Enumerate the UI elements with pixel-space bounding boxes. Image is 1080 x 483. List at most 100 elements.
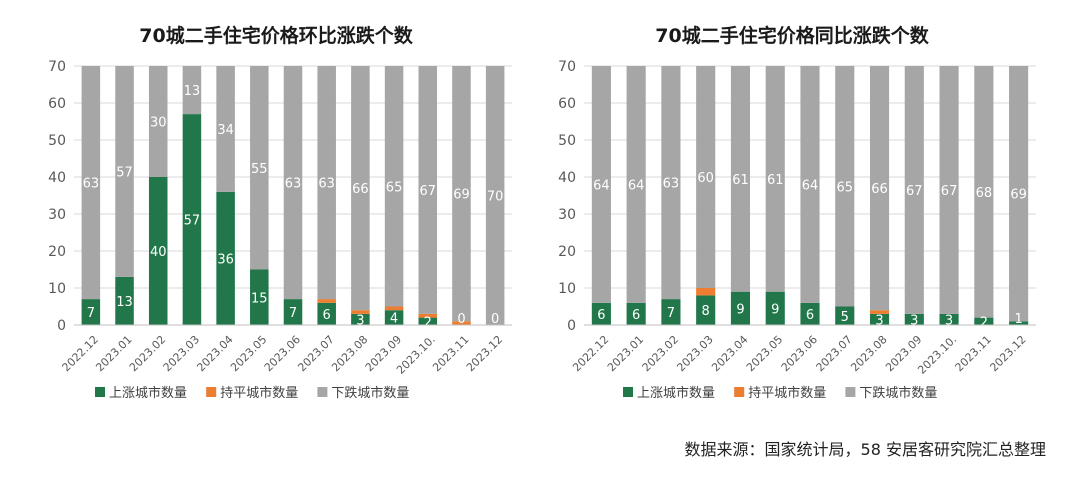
data-label-up: 0	[457, 312, 465, 327]
data-label-down: 69	[453, 188, 470, 203]
x-tick-label: 2023.07	[814, 333, 855, 374]
data-label-down: 68	[976, 186, 993, 201]
bar-down	[591, 66, 611, 303]
data-label-down: 66	[352, 182, 369, 197]
bar-down	[115, 66, 134, 277]
data-label-up: 9	[736, 302, 744, 317]
bar-up	[418, 317, 438, 325]
data-label-down: 69	[1010, 188, 1027, 203]
bar-down	[869, 66, 890, 311]
legend-swatch	[623, 387, 633, 397]
y-tick-label: 10	[558, 281, 576, 297]
bar-flat	[317, 299, 336, 303]
data-label-up: 3	[945, 313, 953, 328]
data-label-down: 60	[697, 171, 714, 186]
y-tick-label: 50	[558, 133, 576, 149]
data-label-up: 7	[289, 306, 297, 321]
data-label-up: 9	[771, 302, 779, 317]
y-tick-label: 30	[48, 207, 66, 223]
data-label-down: 67	[419, 184, 436, 199]
bar-down	[384, 66, 404, 307]
bar-up	[800, 302, 820, 325]
bar-down	[418, 66, 438, 314]
bar-up	[591, 302, 611, 325]
bar-flat	[696, 288, 716, 296]
bar-up	[904, 313, 924, 325]
y-tick-label: 60	[558, 96, 576, 112]
x-tick-label: 2023.04	[709, 333, 750, 374]
data-label-up: 6	[806, 308, 814, 323]
bar-down	[1009, 66, 1029, 322]
bar-up	[283, 299, 303, 325]
data-label-up: 57	[184, 214, 201, 229]
data-label-down: 63	[83, 177, 100, 192]
bar-down	[485, 66, 505, 325]
bar-down	[939, 66, 959, 314]
data-label-up: 4	[390, 312, 398, 327]
x-tick-label: 2023.02	[640, 333, 681, 374]
bar-up	[384, 310, 404, 325]
bar-up	[765, 291, 785, 325]
bar-up	[869, 313, 890, 325]
data-label-down: 13	[184, 84, 201, 99]
bar-up	[81, 299, 101, 325]
data-label-down: 64	[802, 178, 819, 193]
x-tick-label: 2023.03	[161, 333, 202, 374]
bar-up	[115, 276, 134, 325]
bar-up	[351, 313, 370, 325]
data-label-down: 63	[663, 177, 680, 192]
bar-up	[835, 306, 855, 325]
x-tick-label: 2023.08	[329, 333, 370, 374]
bar-down	[974, 66, 994, 318]
bar-flat	[384, 306, 404, 311]
bar-down	[452, 66, 471, 322]
data-label-up: 13	[116, 295, 133, 310]
bar-down	[626, 66, 646, 303]
bar-down	[283, 66, 303, 300]
bar-up	[1009, 321, 1029, 325]
data-label-up: 40	[150, 245, 167, 260]
data-label-down: 66	[871, 182, 888, 197]
bar-down	[351, 66, 370, 311]
y-tick-label: 70	[48, 59, 66, 75]
data-label-up: 2	[424, 315, 432, 330]
data-label-up: 2	[980, 315, 988, 330]
bar-flat	[452, 321, 471, 325]
y-tick-label: 70	[558, 59, 576, 75]
data-label-down: 64	[593, 178, 610, 193]
bar-down	[696, 66, 716, 288]
legend-label: 下跌城市数量	[331, 385, 409, 401]
data-label-up: 3	[910, 313, 918, 328]
chart-title: 70城二手住宅价格环比涨跌个数	[139, 24, 413, 47]
legend-label: 上涨城市数量	[637, 385, 715, 401]
y-tick-label: 60	[48, 96, 66, 112]
bar-up	[317, 302, 336, 325]
source-note: 数据来源：国家统计局，58 安居客研究院汇总整理	[684, 440, 1046, 459]
data-label-down: 34	[217, 123, 234, 138]
data-label-down: 67	[941, 184, 958, 199]
data-label-down: 65	[836, 180, 853, 195]
legend-swatch	[845, 387, 856, 397]
data-label-up: 6	[323, 308, 331, 323]
legend-swatch	[734, 387, 745, 397]
bar-up	[974, 317, 994, 325]
data-label-up: 15	[251, 291, 268, 306]
data-label-down: 30	[150, 116, 167, 131]
data-label-down: 61	[767, 173, 784, 188]
legend-label: 上涨城市数量	[109, 385, 187, 401]
chart-yoy: 70城二手住宅价格同比涨跌个数 0 10 20 30 40 50 60 70 6 64 2022.12…	[558, 24, 1036, 401]
bar-up	[148, 177, 168, 325]
bar-down	[800, 66, 820, 303]
bar-down	[148, 66, 168, 177]
bar-down	[250, 66, 269, 270]
x-tick-label: 2023.02	[127, 333, 168, 374]
data-label-up: 7	[87, 306, 95, 321]
x-tick-label: 2023.11	[953, 333, 994, 374]
legend-swatch	[317, 387, 328, 397]
data-label-down: 70	[487, 190, 504, 205]
y-tick-label: 20	[558, 244, 576, 260]
data-label-down: 65	[386, 180, 403, 195]
x-tick-label: 2023.05	[228, 333, 269, 374]
y-tick-label: 10	[48, 281, 66, 297]
chart-title: 70城二手住宅价格同比涨跌个数	[655, 24, 929, 47]
